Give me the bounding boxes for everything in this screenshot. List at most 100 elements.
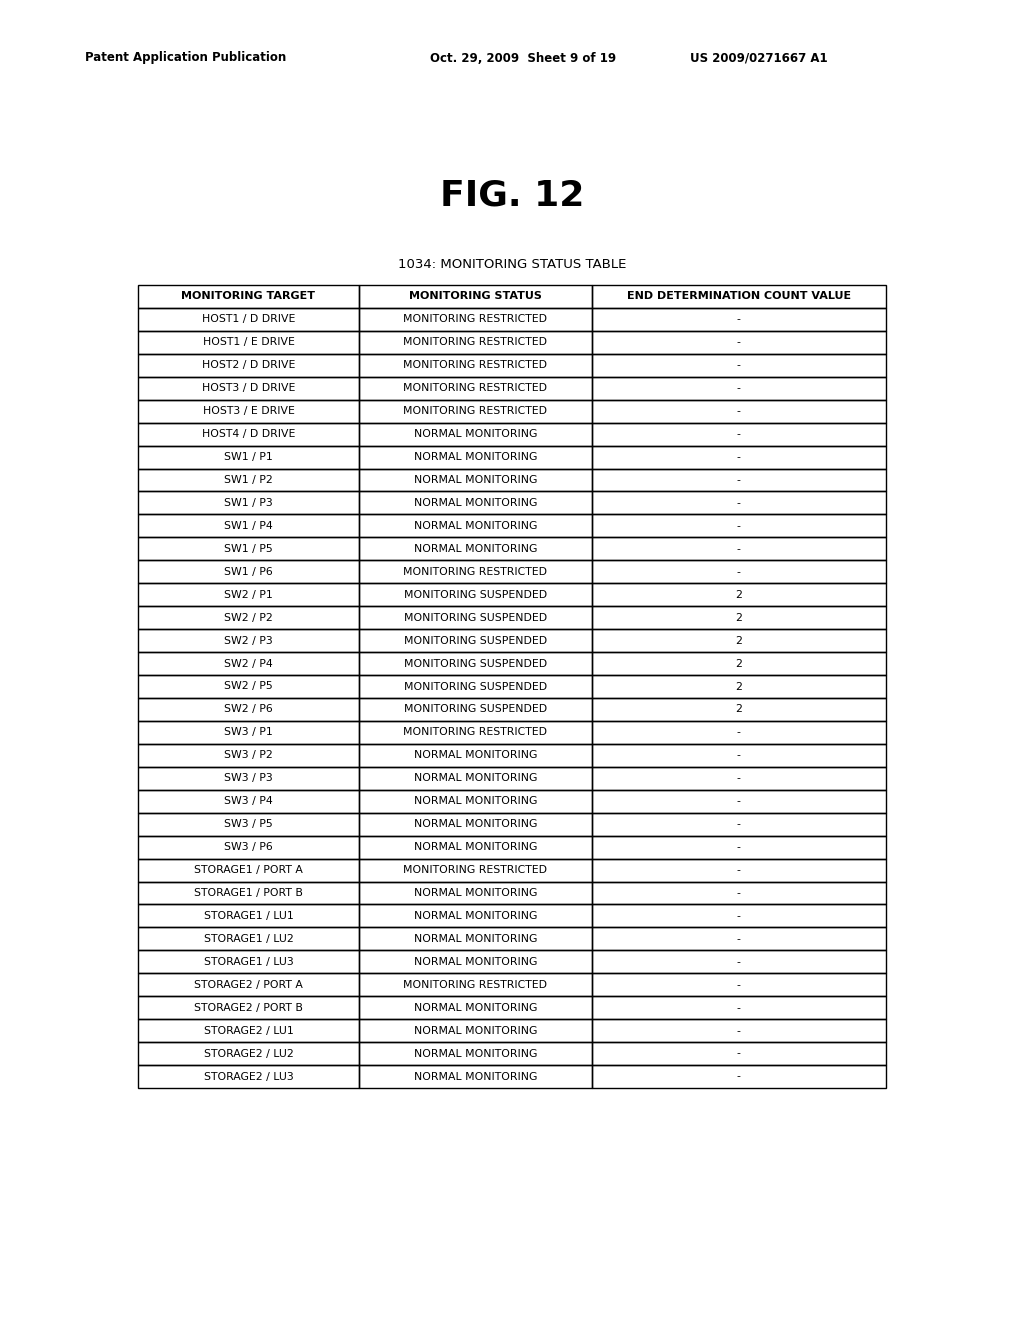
Bar — [138, 675, 358, 698]
Text: MONITORING SUSPENDED: MONITORING SUSPENDED — [403, 612, 547, 623]
Text: SW3 / P2: SW3 / P2 — [224, 750, 272, 760]
Bar — [592, 744, 886, 767]
Bar — [592, 882, 886, 904]
Text: SW2 / P3: SW2 / P3 — [224, 636, 272, 645]
Text: NORMAL MONITORING: NORMAL MONITORING — [414, 475, 537, 484]
Text: STORAGE1 / LU3: STORAGE1 / LU3 — [204, 957, 293, 966]
Text: -: - — [737, 360, 740, 371]
Text: MONITORING SUSPENDED: MONITORING SUSPENDED — [403, 636, 547, 645]
Text: HOST1 / E DRIVE: HOST1 / E DRIVE — [203, 338, 295, 347]
Text: -: - — [737, 1003, 740, 1012]
Bar — [138, 721, 358, 744]
Text: HOST4 / D DRIVE: HOST4 / D DRIVE — [202, 429, 295, 440]
Bar — [138, 331, 358, 354]
Bar — [358, 446, 592, 469]
Bar — [592, 1041, 886, 1065]
Bar — [592, 1065, 886, 1088]
Text: -: - — [737, 1048, 740, 1059]
Text: -: - — [737, 451, 740, 462]
Text: SW1 / P4: SW1 / P4 — [224, 521, 272, 531]
Bar — [138, 973, 358, 997]
Bar — [138, 698, 358, 721]
Text: Patent Application Publication: Patent Application Publication — [85, 51, 287, 65]
Text: 2: 2 — [735, 681, 742, 692]
Bar — [358, 698, 592, 721]
Text: MONITORING SUSPENDED: MONITORING SUSPENDED — [403, 659, 547, 668]
Bar — [138, 744, 358, 767]
Bar — [358, 997, 592, 1019]
Bar — [138, 904, 358, 928]
Text: -: - — [737, 475, 740, 484]
Text: STORAGE2 / PORT B: STORAGE2 / PORT B — [195, 1003, 303, 1012]
Text: -: - — [737, 750, 740, 760]
Text: 2: 2 — [735, 659, 742, 668]
Bar — [358, 675, 592, 698]
Bar — [592, 858, 886, 882]
Text: 2: 2 — [735, 612, 742, 623]
Text: HOST3 / E DRIVE: HOST3 / E DRIVE — [203, 407, 295, 416]
Text: -: - — [737, 314, 740, 325]
Bar — [592, 354, 886, 376]
Text: NORMAL MONITORING: NORMAL MONITORING — [414, 774, 537, 783]
Text: HOST2 / D DRIVE: HOST2 / D DRIVE — [202, 360, 295, 371]
Text: MONITORING RESTRICTED: MONITORING RESTRICTED — [403, 979, 548, 990]
Bar — [358, 1065, 592, 1088]
Bar — [138, 606, 358, 630]
Bar — [358, 858, 592, 882]
Text: NORMAL MONITORING: NORMAL MONITORING — [414, 1072, 537, 1081]
Bar — [592, 652, 886, 675]
Text: 1034: MONITORING STATUS TABLE: 1034: MONITORING STATUS TABLE — [397, 259, 627, 272]
Bar — [138, 630, 358, 652]
Text: -: - — [737, 383, 740, 393]
Bar — [358, 285, 592, 308]
Text: MONITORING RESTRICTED: MONITORING RESTRICTED — [403, 865, 548, 875]
Bar — [592, 1019, 886, 1041]
Text: SW3 / P3: SW3 / P3 — [224, 774, 272, 783]
Bar — [358, 1041, 592, 1065]
Text: -: - — [737, 1072, 740, 1081]
Bar — [592, 469, 886, 491]
Text: -: - — [737, 820, 740, 829]
Text: NORMAL MONITORING: NORMAL MONITORING — [414, 544, 537, 554]
Text: NORMAL MONITORING: NORMAL MONITORING — [414, 957, 537, 966]
Bar — [138, 491, 358, 515]
Bar — [358, 560, 592, 583]
Text: NORMAL MONITORING: NORMAL MONITORING — [414, 820, 537, 829]
Bar — [358, 973, 592, 997]
Bar — [138, 285, 358, 308]
Bar — [138, 652, 358, 675]
Text: -: - — [737, 429, 740, 440]
Text: MONITORING SUSPENDED: MONITORING SUSPENDED — [403, 590, 547, 599]
Bar — [358, 469, 592, 491]
Text: 2: 2 — [735, 636, 742, 645]
Text: MONITORING RESTRICTED: MONITORING RESTRICTED — [403, 383, 548, 393]
Text: MONITORING RESTRICTED: MONITORING RESTRICTED — [403, 566, 548, 577]
Text: SW3 / P6: SW3 / P6 — [224, 842, 272, 853]
Bar — [592, 560, 886, 583]
Text: SW2 / P5: SW2 / P5 — [224, 681, 272, 692]
Bar — [358, 422, 592, 446]
Bar — [358, 767, 592, 789]
Bar — [358, 331, 592, 354]
Text: SW2 / P6: SW2 / P6 — [224, 705, 272, 714]
Bar — [592, 285, 886, 308]
Bar — [592, 376, 886, 400]
Text: SW1 / P6: SW1 / P6 — [224, 566, 272, 577]
Bar — [592, 630, 886, 652]
Bar — [358, 882, 592, 904]
Text: MONITORING RESTRICTED: MONITORING RESTRICTED — [403, 360, 548, 371]
Bar — [358, 789, 592, 813]
Text: HOST1 / D DRIVE: HOST1 / D DRIVE — [202, 314, 295, 325]
Text: Oct. 29, 2009  Sheet 9 of 19: Oct. 29, 2009 Sheet 9 of 19 — [430, 51, 616, 65]
Bar — [358, 813, 592, 836]
Bar — [138, 813, 358, 836]
Bar — [138, 376, 358, 400]
Bar — [138, 308, 358, 331]
Bar — [592, 606, 886, 630]
Bar — [358, 515, 592, 537]
Bar — [138, 836, 358, 858]
Text: -: - — [737, 544, 740, 554]
Bar — [358, 652, 592, 675]
Bar — [592, 422, 886, 446]
Bar — [138, 400, 358, 422]
